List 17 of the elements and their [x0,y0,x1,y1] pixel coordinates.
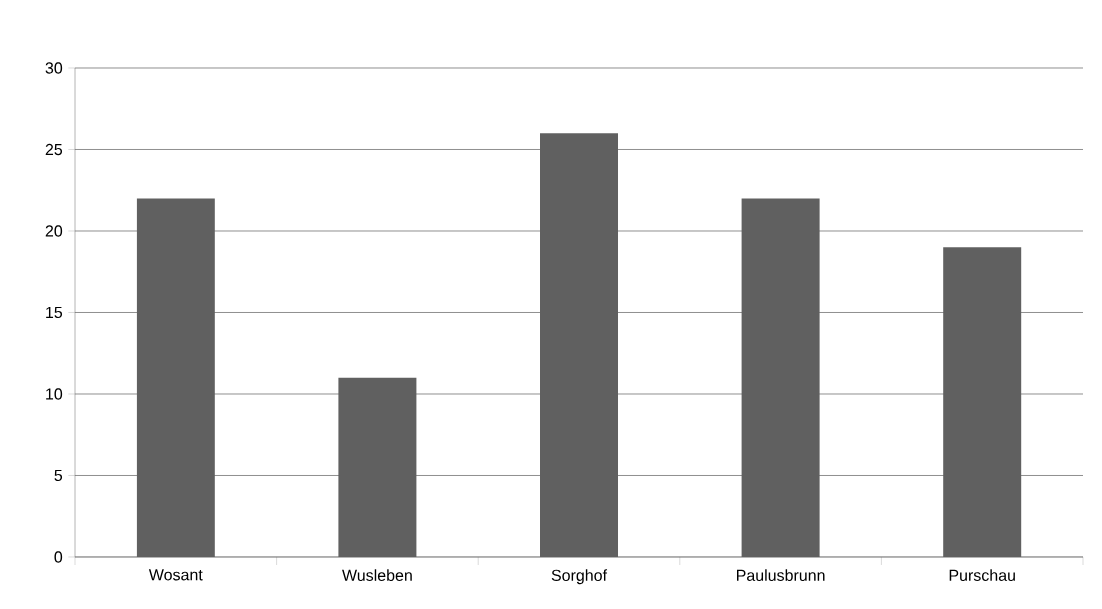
y-tick-label: 10 [46,388,63,400]
x-tick-label: Purschau [949,569,1015,581]
x-tick-label: Wosant [148,569,203,581]
y-tick-label: 0 [54,551,63,563]
bar [136,198,215,557]
y-tick-label: 30 [45,62,63,74]
bar [338,377,417,557]
y-tick-label: 25 [45,143,63,156]
bar [540,133,619,557]
x-tick-label: Sorghof [551,569,608,585]
y-tick-label: 20 [45,225,63,237]
bar [741,198,820,557]
y-tick-label: 5 [54,469,63,482]
y-tick-label: 15 [46,306,63,319]
x-tick-label: Paulusbrunn [737,569,825,581]
bar [943,247,1022,557]
x-tick-label: Wusleben [342,569,412,581]
